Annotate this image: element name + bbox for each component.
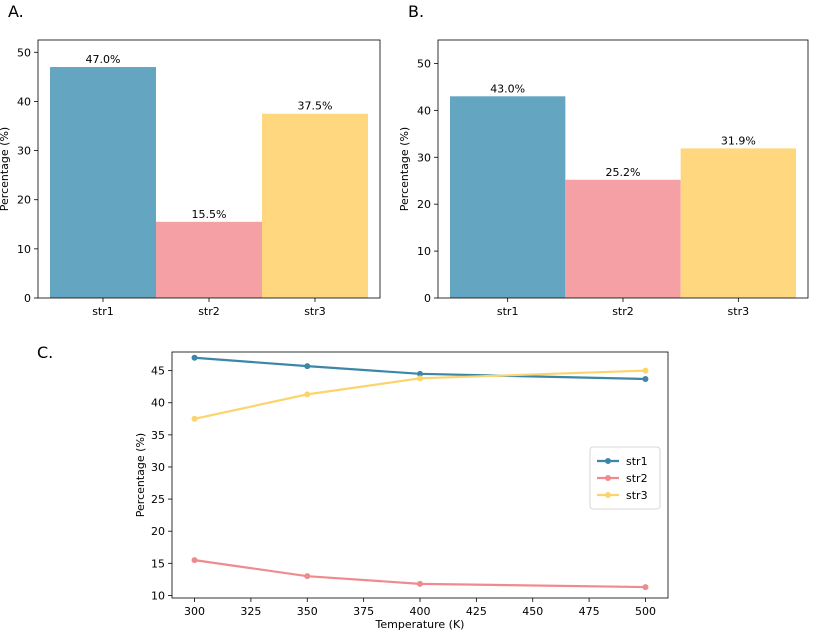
x-tick-label: str2 <box>198 305 220 318</box>
point-str3-300 <box>191 415 198 422</box>
bar-str3 <box>680 148 796 298</box>
bar-str2 <box>565 179 681 298</box>
bar-str1 <box>50 67 156 299</box>
series-line-str2 <box>194 559 646 589</box>
y-tick-label: 10 <box>17 243 31 256</box>
y-tick-label: 15 <box>151 557 165 570</box>
point-str2-300 <box>191 557 198 564</box>
x-tick-label: 500 <box>635 605 656 618</box>
y-tick-label: 0 <box>424 292 431 305</box>
y-tick-label: 20 <box>417 198 431 211</box>
point-str2-500 <box>642 584 649 591</box>
plot-frame <box>37 39 381 299</box>
x-tick-label: 375 <box>353 605 374 618</box>
point-str3-400 <box>417 375 423 382</box>
bar-chart-1: 43.0% str1 25.2% str2 31.9% str3 0 10 20 30 40 50 Pe… <box>398 39 809 318</box>
x-tick-label: 450 <box>522 605 543 618</box>
y-tick-label: 20 <box>151 525 165 538</box>
y-tick-label: 10 <box>417 245 431 258</box>
y-tick-label: 50 <box>417 57 431 70</box>
data-label-str2: 15.5% <box>192 208 227 221</box>
x-tick-label: str3 <box>728 305 750 318</box>
x-tick-label: 475 <box>579 605 600 618</box>
data-label-str1: 43.0% <box>490 82 525 95</box>
bar-str2 <box>156 221 262 298</box>
x-tick-label: 400 <box>410 605 431 618</box>
point-str1-300 <box>191 354 198 361</box>
bar-str3 <box>262 113 368 298</box>
legend-label-str1: str1 <box>626 455 648 468</box>
legend-marker-str2 <box>605 475 611 481</box>
y-tick-label: 30 <box>417 151 431 164</box>
legend-marker-str3 <box>605 492 611 498</box>
data-label-str1: 47.0% <box>86 53 121 66</box>
point-str2-350 <box>304 573 311 580</box>
bar-chart-0: 47.0% str1 15.5% str2 37.5% str3 0 10 20 30 40 50 Pe… <box>0 39 381 318</box>
y-tick-label: 10 <box>151 589 165 602</box>
data-label-str3: 37.5% <box>298 100 333 113</box>
y-axis-label: Percentage (%) <box>398 127 411 211</box>
legend-label-str3: str3 <box>626 489 648 502</box>
data-label-str2: 25.2% <box>606 166 641 179</box>
y-axis-label: Percentage (%) <box>0 127 11 211</box>
x-tick-label: 425 <box>466 605 487 618</box>
point-str1-350 <box>304 363 311 370</box>
legend-label-str2: str2 <box>626 472 648 485</box>
x-tick-label: 325 <box>240 605 261 618</box>
legend: str1 str2 str3 <box>589 446 661 510</box>
y-tick-label: 40 <box>151 397 165 410</box>
legend-marker-str1 <box>605 458 611 464</box>
series-line-str3 <box>194 369 646 420</box>
panel-letter-a: A. <box>8 2 24 21</box>
x-tick-label: str1 <box>92 305 114 318</box>
y-tick-label: 25 <box>151 493 165 506</box>
y-tick-label: 45 <box>151 365 165 378</box>
data-label-str3: 31.9% <box>721 134 756 147</box>
y-tick-label: 40 <box>17 95 31 108</box>
point-str3-500 <box>642 367 649 374</box>
series-line-str1 <box>194 356 646 381</box>
x-axis-label: Temperature (K) <box>375 618 465 631</box>
point-str2-400 <box>417 580 423 587</box>
plot-frame <box>171 351 669 599</box>
y-tick-label: 40 <box>417 104 431 117</box>
x-tick-label: str2 <box>612 305 634 318</box>
y-tick-label: 35 <box>151 429 165 442</box>
point-str1-400 <box>417 370 423 377</box>
line-chart-2: 300 325 350 375 400 425 450 475 500 10 15 20 25 30 35 4… <box>134 351 669 631</box>
y-tick-label: 50 <box>17 46 31 59</box>
point-str1-500 <box>642 375 649 382</box>
x-tick-label: 350 <box>297 605 318 618</box>
plot-frame <box>437 39 809 299</box>
y-tick-label: 30 <box>17 145 31 158</box>
x-tick-label: 300 <box>184 605 205 618</box>
panel-letter-c: C. <box>37 343 54 362</box>
y-tick-label: 0 <box>24 292 31 305</box>
y-tick-label: 30 <box>151 461 165 474</box>
y-tick-label: 20 <box>17 194 31 207</box>
bar-str1 <box>450 96 566 298</box>
x-tick-label: str3 <box>304 305 326 318</box>
panel-letter-b: B. <box>408 2 425 21</box>
point-str3-350 <box>304 391 311 398</box>
x-tick-label: str1 <box>497 305 519 318</box>
y-axis-label: Percentage (%) <box>134 433 147 517</box>
